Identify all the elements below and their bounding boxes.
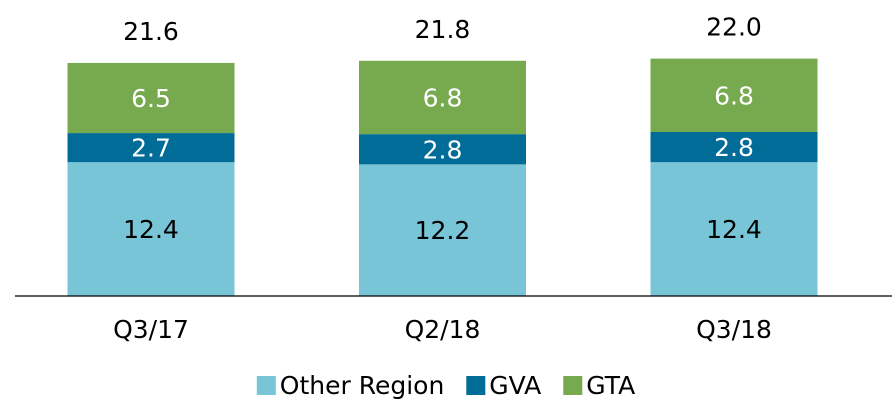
legend-label: GTA [586,371,635,400]
value-label: 2.8 [423,135,463,164]
x-tick-label: Q2/18 [405,315,481,344]
value-label: 6.5 [131,84,171,113]
bar-segment [67,133,235,163]
bar-segment [67,62,235,134]
legend-swatch [466,376,486,395]
bar-segment [650,58,818,132]
x-tick-label: Q3/18 [696,315,772,344]
value-label: 6.8 [714,81,754,110]
x-tick-label: Q3/17 [113,315,189,344]
bar-segment [650,162,818,296]
bar-segment [359,164,526,296]
legend-label: Other Region [280,371,445,400]
value-label: 2.8 [714,133,754,162]
bar-segment [359,134,526,165]
legend-swatch [563,376,583,395]
bar-segment [67,162,235,296]
bar-segment [359,60,526,135]
legend-label: GVA [489,371,541,400]
value-label: 2.7 [131,134,171,163]
value-label: 12.4 [123,215,179,244]
total-label: 21.6 [123,17,179,46]
total-label: 21.8 [415,15,471,44]
value-label: 6.8 [423,83,463,112]
value-label: 12.2 [415,216,471,245]
bar-segment [650,131,818,163]
legend-swatch [256,376,276,395]
total-label: 22.0 [706,13,762,42]
value-label: 12.4 [706,215,762,244]
